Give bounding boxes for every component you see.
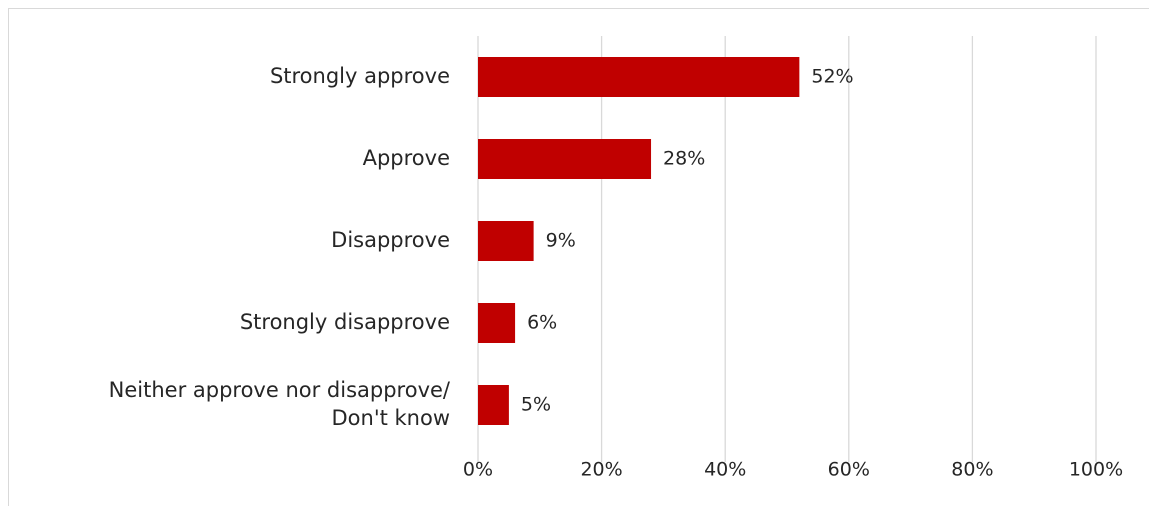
tick-label-80: 80% [951, 459, 993, 481]
category-label-1: Approve [363, 146, 450, 170]
data-label-2: 9% [546, 230, 576, 252]
bars [478, 57, 800, 425]
chart-frame [8, 8, 1149, 506]
tick-label-40: 40% [704, 459, 746, 481]
bar-4 [478, 385, 509, 425]
category-label-line: Don't know [331, 406, 450, 430]
category-label-2: Disapprove [331, 228, 450, 252]
category-label-line: Approve [363, 146, 450, 170]
bar-1 [478, 139, 652, 179]
data-label-0: 52% [811, 66, 853, 88]
bar-2 [478, 221, 534, 261]
data-label-1: 28% [663, 148, 705, 170]
category-labels: Strongly approve Approve Disapprove Strongl… [109, 64, 451, 430]
bar-0 [478, 57, 800, 97]
category-label-3: Strongly disapprove [240, 310, 450, 334]
category-label-line: Strongly approve [270, 64, 450, 88]
category-label-4: Neither approve nor disapprove/Don't kno… [109, 378, 451, 430]
category-label-line: Neither approve nor disapprove/ [109, 378, 451, 402]
tick-labels: 0% 20% 40% 60% 80% 100% [463, 459, 1123, 481]
tick-label-100: 100% [1069, 459, 1123, 481]
category-label-line: Disapprove [331, 228, 450, 252]
data-label-4: 5% [521, 394, 551, 416]
tick-label-0: 0% [463, 459, 493, 481]
bar-3 [478, 303, 516, 343]
category-label-line: Strongly disapprove [240, 310, 450, 334]
data-label-3: 6% [527, 312, 557, 334]
category-label-0: Strongly approve [270, 64, 450, 88]
tick-label-60: 60% [828, 459, 870, 481]
data-labels: 52% 28% 9% 6% 5% [521, 66, 854, 416]
tick-label-20: 20% [580, 459, 622, 481]
